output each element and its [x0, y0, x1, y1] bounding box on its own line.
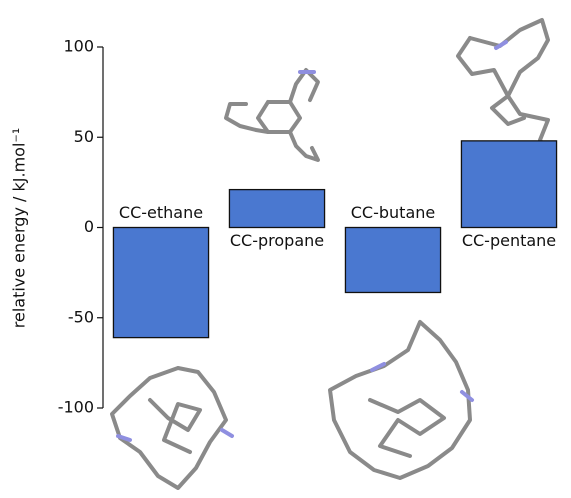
molecule-pentane: [458, 20, 550, 156]
molecule-butane: [330, 322, 472, 478]
category-label: CC-propane: [230, 231, 324, 250]
category-label: CC-pentane: [462, 231, 556, 250]
y-tick-label: -50: [68, 307, 94, 326]
y-axis-label: relative energy / kJ.mol⁻¹: [10, 128, 29, 329]
bar: [461, 141, 556, 228]
bar: [345, 228, 440, 293]
bar: [113, 228, 208, 338]
y-tick-label: 0: [84, 217, 94, 236]
y-tick-label: -100: [58, 398, 94, 417]
category-label: CC-butane: [351, 203, 435, 222]
molecule-ethane: [112, 368, 232, 488]
y-tick-label: 50: [74, 127, 94, 146]
molecule-propane: [226, 70, 318, 160]
chart: relative energy / kJ.mol⁻¹ -100 -50 0 50 100…: [0, 0, 571, 498]
category-label: CC-ethane: [119, 203, 203, 222]
bar: [229, 190, 324, 228]
y-tick-label: 100: [63, 37, 94, 56]
